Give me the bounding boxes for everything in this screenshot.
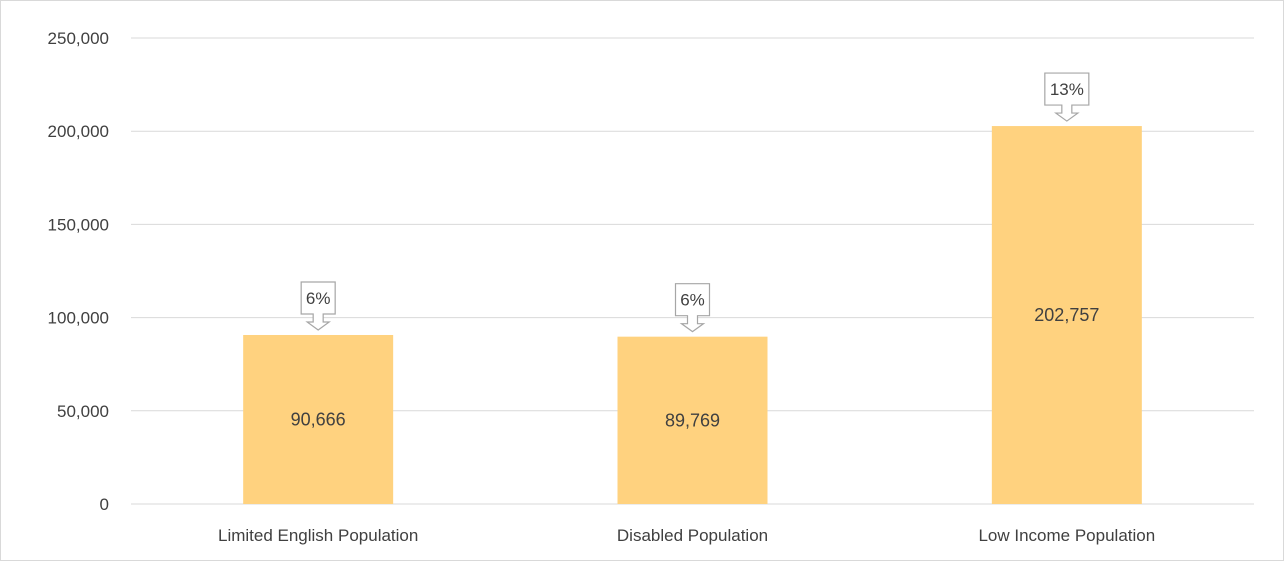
callout-percentage-label: 6%: [306, 289, 331, 308]
bars: [243, 126, 1142, 505]
y-axis-tick-labels: 0 50,000 100,000 150,000 200,000 250,000: [48, 29, 109, 514]
callout-percentage-label: 13%: [1050, 80, 1084, 99]
bar-value-label: 89,769: [665, 410, 720, 430]
callout-percentage-label: 6%: [680, 291, 705, 310]
callout-arrow-box: [300, 281, 336, 331]
x-category-label: Low Income Population: [978, 526, 1155, 545]
y-tick-label: 150,000: [48, 215, 109, 234]
percentage-callouts: 6% 6% 13%: [300, 72, 1090, 333]
bar-value-labels: 90,666 89,769 202,757: [291, 305, 1100, 430]
y-tick-label: 50,000: [57, 402, 109, 421]
y-tick-label: 250,000: [48, 29, 109, 48]
x-category-label: Limited English Population: [218, 526, 418, 545]
y-tick-label: 200,000: [48, 122, 109, 141]
x-axis-category-labels: Limited English Population Disabled Popul…: [218, 526, 1155, 545]
callout-arrow-box: [674, 283, 711, 333]
bar: [991, 126, 1142, 505]
bar: [617, 336, 768, 504]
bar-value-label: 90,666: [291, 409, 346, 429]
bar-value-label: 202,757: [1034, 305, 1099, 325]
y-tick-label: 100,000: [48, 309, 109, 328]
callout-arrow-box: [1044, 72, 1090, 122]
bar: [243, 334, 394, 504]
y-tick-label: 0: [100, 495, 109, 514]
x-category-label: Disabled Population: [617, 526, 768, 545]
